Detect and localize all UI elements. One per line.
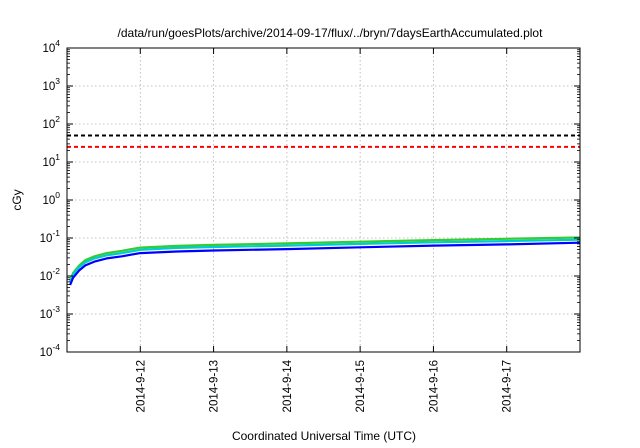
x-tick-label: 2014-9-17 bbox=[502, 360, 514, 412]
grid bbox=[67, 48, 580, 352]
y-axis-title: cGy bbox=[10, 189, 24, 210]
y-tick-label: 101 bbox=[42, 152, 60, 169]
y-tick-label: 10-3 bbox=[40, 304, 61, 321]
y-tick-label: 10-1 bbox=[40, 228, 61, 245]
series-line bbox=[69, 241, 581, 286]
x-tick-label: 2014-9-14 bbox=[282, 359, 294, 412]
series-line bbox=[69, 236, 581, 282]
x-tick-label: 2014-9-16 bbox=[428, 360, 440, 412]
x-tick-label: 2014-9-15 bbox=[355, 360, 367, 412]
y-tick-labels: 10-4 10-3 10-2 10-1 100 101 102 103 104 bbox=[40, 38, 61, 359]
y-tick-label: 102 bbox=[42, 114, 60, 131]
y-tick-label: 100 bbox=[42, 190, 60, 207]
axis-ticks bbox=[67, 47, 580, 353]
series-lines bbox=[69, 236, 581, 286]
x-axis-title: Coordinated Universal Time (UTC) bbox=[232, 429, 416, 443]
y-tick-label: 103 bbox=[42, 76, 60, 93]
y-tick-label: 10-4 bbox=[40, 342, 61, 359]
x-tick-label: 2014-9-13 bbox=[209, 360, 221, 412]
x-tick-labels: 2014-9-12 2014-9-13 2014-9-14 2014-9-15 2014… bbox=[135, 359, 513, 412]
y-tick-label: 104 bbox=[42, 38, 60, 55]
x-tick-label: 2014-9-12 bbox=[135, 360, 147, 412]
threshold-lines bbox=[67, 134, 580, 148]
y-tick-label: 10-2 bbox=[40, 266, 61, 283]
series-line bbox=[69, 238, 581, 283]
chart-title: /data/run/goesPlots/archive/2014-09-17/f… bbox=[118, 26, 544, 40]
